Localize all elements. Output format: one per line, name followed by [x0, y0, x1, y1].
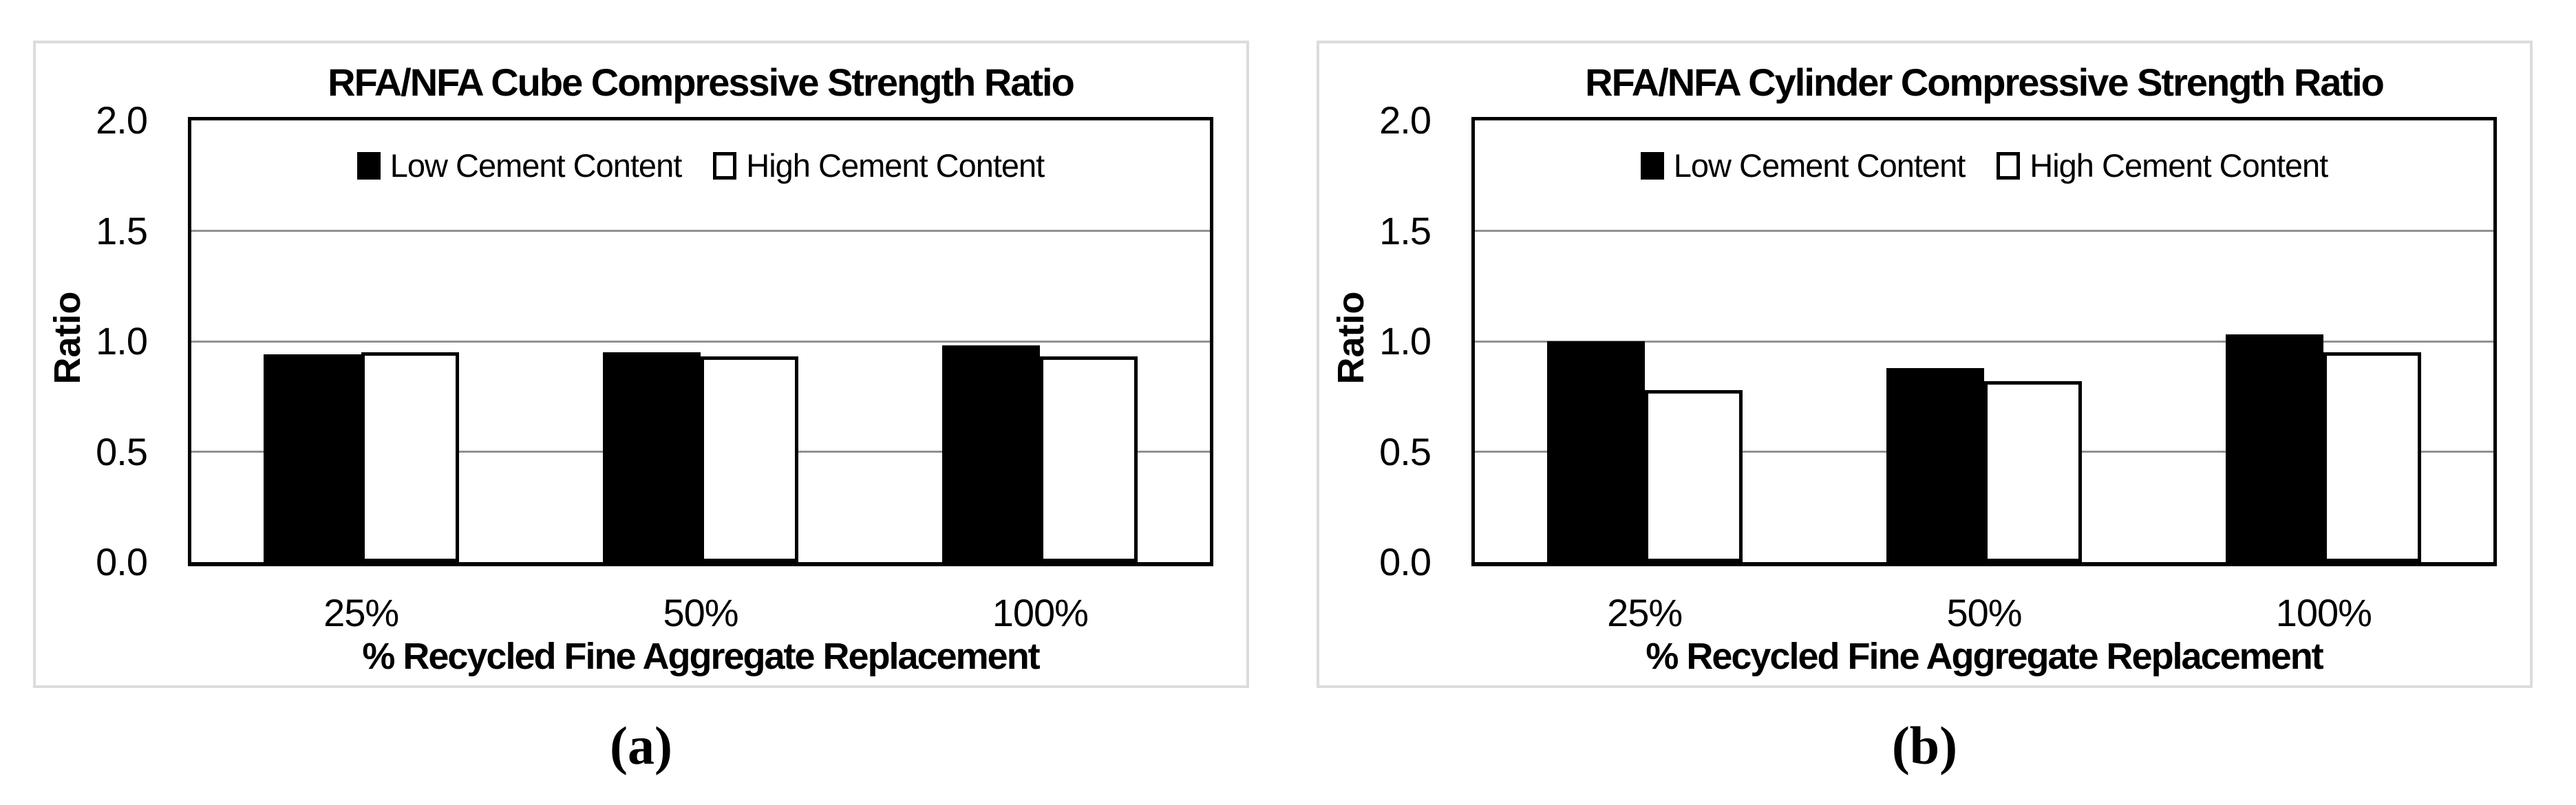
bar-low-cement-100%: [942, 345, 1041, 562]
bar-low-cement-50%: [603, 352, 701, 562]
legend: Low Cement Content High Cement Content: [191, 147, 1210, 184]
bar-high-cement-50%: [701, 356, 798, 562]
bars: [1475, 120, 2493, 562]
y-tick-label-1.5: 1.5: [96, 208, 148, 253]
y-tick-label-0.0: 0.0: [1379, 540, 1431, 583]
legend-swatch-low-cement-icon: [356, 151, 381, 180]
bar-low-cement-50%: [1886, 367, 1984, 562]
legend-swatch-high-cement-icon: [713, 151, 737, 180]
figure-column-a: RFA/NFA Cube Compressive Strength Ratio …: [33, 41, 1249, 804]
legend-item-high-cement: High Cement Content: [713, 147, 1045, 184]
x-axis-tick-labels: 25% 50% 100%: [1471, 591, 2497, 635]
bar-high-cement-50%: [1984, 380, 2082, 562]
figure-column-b: RFA/NFA Cylinder Compressive Strength Ra…: [1317, 41, 2533, 804]
chart-panel-a: RFA/NFA Cube Compressive Strength Ratio …: [33, 41, 1249, 688]
bars: [191, 120, 1210, 562]
bar-high-cement-100%: [2323, 352, 2422, 562]
y-tick-label-1.5: 1.5: [1379, 208, 1431, 253]
gridline-1.5: [191, 230, 1210, 232]
chart-title: RFA/NFA Cube Compressive Strength Ratio: [328, 61, 1075, 104]
caption-a-text: (a): [610, 716, 672, 775]
x-axis-tick-labels: 25% 50% 100%: [188, 591, 1213, 635]
chart-title: RFA/NFA Cylinder Compressive Strength Ra…: [1585, 61, 2385, 104]
x-tick-label-100%: 100%: [992, 591, 1089, 634]
bar-low-cement-25%: [1546, 341, 1645, 562]
y-axis-tick-labels: 0.0 0.5 1.0 1.5 2.0: [36, 98, 148, 583]
legend-swatch-low-cement-icon: [1640, 151, 1664, 180]
y-tick-label-2.0: 2.0: [1379, 98, 1431, 142]
bar-low-cement-25%: [263, 354, 361, 562]
x-tick-label-100%: 100%: [2275, 591, 2372, 634]
x-tick-label-50%: 50%: [663, 591, 738, 634]
x-tick-label-25%: 25%: [323, 591, 399, 634]
legend-label-low-cement: Low Cement Content: [390, 147, 683, 184]
legend-swatch-high-cement-icon: [1997, 151, 2021, 180]
gridline-1.0: [1475, 340, 2493, 343]
y-tick-label-0.5: 0.5: [1379, 429, 1431, 473]
legend-label-high-cement: High Cement Content: [2030, 147, 2328, 184]
bar-high-cement-100%: [1040, 356, 1138, 562]
x-axis-title: % Recycled Fine Aggregate Replacement: [1646, 636, 2323, 677]
caption-a: (a): [33, 688, 1249, 804]
legend-label-high-cement: High Cement Content: [746, 147, 1045, 184]
bar-high-cement-25%: [1644, 389, 1743, 562]
y-tick-label-1.0: 1.0: [1379, 319, 1431, 363]
gridline-1.0: [191, 340, 1210, 343]
legend-item-low-cement: Low Cement Content: [1640, 147, 1966, 184]
legend-item-low-cement: Low Cement Content: [356, 147, 683, 184]
bar-high-cement-25%: [361, 352, 459, 562]
y-tick-label-0.0: 0.0: [96, 540, 148, 583]
gridline-1.5: [1475, 230, 2493, 232]
x-tick-label-25%: 25%: [1607, 591, 1683, 634]
y-tick-label-0.5: 0.5: [96, 429, 148, 473]
y-tick-label-2.0: 2.0: [96, 98, 148, 142]
plot-area: Low Cement Content High Cement Content: [188, 117, 1213, 566]
caption-b: (b): [1317, 688, 2533, 804]
y-axis-tick-labels: 0.0 0.5 1.0 1.5 2.0: [1319, 98, 1431, 583]
x-tick-label-50%: 50%: [1946, 591, 2022, 634]
legend: Low Cement Content High Cement Content: [1475, 147, 2493, 184]
chart-panel-b: RFA/NFA Cylinder Compressive Strength Ra…: [1317, 41, 2533, 688]
legend-label-low-cement: Low Cement Content: [1673, 147, 1966, 184]
x-axis-title: % Recycled Fine Aggregate Replacement: [362, 636, 1040, 677]
caption-b-text: (b): [1891, 716, 1958, 775]
legend-item-high-cement: High Cement Content: [1997, 147, 2328, 184]
y-tick-label-1.0: 1.0: [96, 319, 148, 363]
plot-area: Low Cement Content High Cement Content: [1471, 117, 2497, 566]
bar-low-cement-100%: [2226, 334, 2324, 562]
